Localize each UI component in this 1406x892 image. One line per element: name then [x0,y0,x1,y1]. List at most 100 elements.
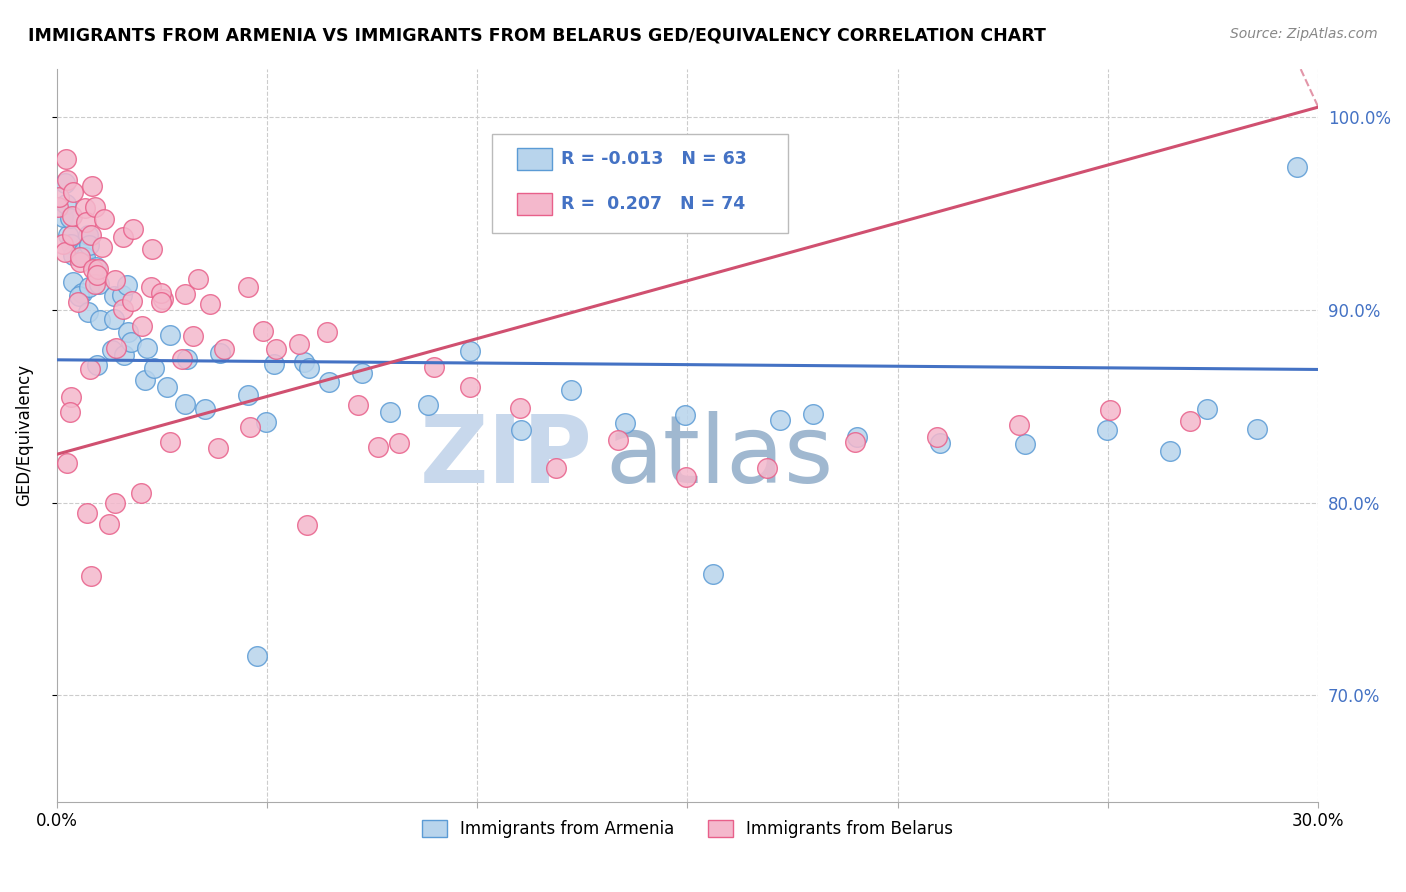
Point [1197,401,1219,416]
Point [318,375,340,389]
Point [174,396,197,410]
Point [46,200,69,214]
Point [53,176,76,190]
Point [59,211,82,225]
Point [929,436,952,450]
Point [295,518,318,533]
Point [104,341,127,355]
Point [673,408,696,422]
Point [59,390,82,404]
Point [75,214,97,228]
Point [56,228,79,243]
Point [246,648,269,663]
Point [509,401,531,416]
Point [79,362,101,376]
Point [173,286,195,301]
Point [90,240,112,254]
Point [80,228,103,243]
Y-axis label: GED/Equivalency: GED/Equivalency [15,364,32,506]
Point [87,262,110,277]
Point [73,244,96,258]
Point [86,359,108,373]
Point [60,209,83,223]
Point [367,440,389,454]
Point [86,268,108,282]
Point [675,470,697,484]
Point [845,430,868,444]
Point [121,293,143,308]
Point [458,343,481,358]
Point [134,373,156,387]
Point [1159,444,1181,458]
Point [347,398,370,412]
Point [120,334,142,349]
Point [212,342,235,356]
Point [67,295,90,310]
Point [150,295,173,310]
Point [52,210,75,224]
Point [77,304,100,318]
Point [104,273,127,287]
Point [70,286,93,301]
Point [69,255,91,269]
Point [93,212,115,227]
Point [315,326,337,340]
Point [1097,423,1119,437]
Point [73,201,96,215]
Text: IMMIGRANTS FROM ARMENIA VS IMMIGRANTS FROM BELARUS GED/EQUIVALENCY CORRELATION C: IMMIGRANTS FROM ARMENIA VS IMMIGRANTS FR… [28,27,1046,45]
Point [156,380,179,394]
Point [117,325,139,339]
Point [287,337,309,351]
Point [208,346,231,360]
Point [56,456,79,470]
Point [86,260,108,274]
Point [378,404,401,418]
Point [423,359,446,374]
Point [69,250,91,264]
Point [53,245,76,260]
Point [139,280,162,294]
Point [121,221,143,235]
Point [136,342,159,356]
Point [614,416,637,430]
Point [263,357,285,371]
Point [187,272,209,286]
Point [236,388,259,402]
Point [509,423,531,437]
Point [1246,422,1268,436]
Point [1014,437,1036,451]
Text: atlas: atlas [606,411,834,503]
Text: R = -0.013   N = 63: R = -0.013 N = 63 [561,150,747,168]
Point [111,288,134,302]
Point [77,280,100,294]
Point [98,516,121,531]
Point [544,461,567,475]
Point [152,292,174,306]
Point [77,237,100,252]
Legend: Immigrants from Armenia, Immigrants from Belarus: Immigrants from Armenia, Immigrants from… [415,813,960,845]
Point [56,173,79,187]
Point [62,276,84,290]
Point [266,342,288,356]
Point [181,329,204,343]
Point [560,383,582,397]
Point [1008,417,1031,432]
Point [59,405,82,419]
Point [1098,403,1121,417]
Point [82,179,104,194]
Point [768,413,790,427]
Point [55,152,77,166]
Point [131,319,153,334]
Point [112,230,135,244]
Point [141,242,163,256]
Point [801,407,824,421]
Point [254,415,277,429]
Point [60,227,83,242]
Point [252,325,274,339]
Point [1178,414,1201,428]
Point [89,313,111,327]
Point [67,289,90,303]
Point [194,402,217,417]
Point [75,250,97,264]
Text: R =  0.207   N = 74: R = 0.207 N = 74 [561,195,745,213]
